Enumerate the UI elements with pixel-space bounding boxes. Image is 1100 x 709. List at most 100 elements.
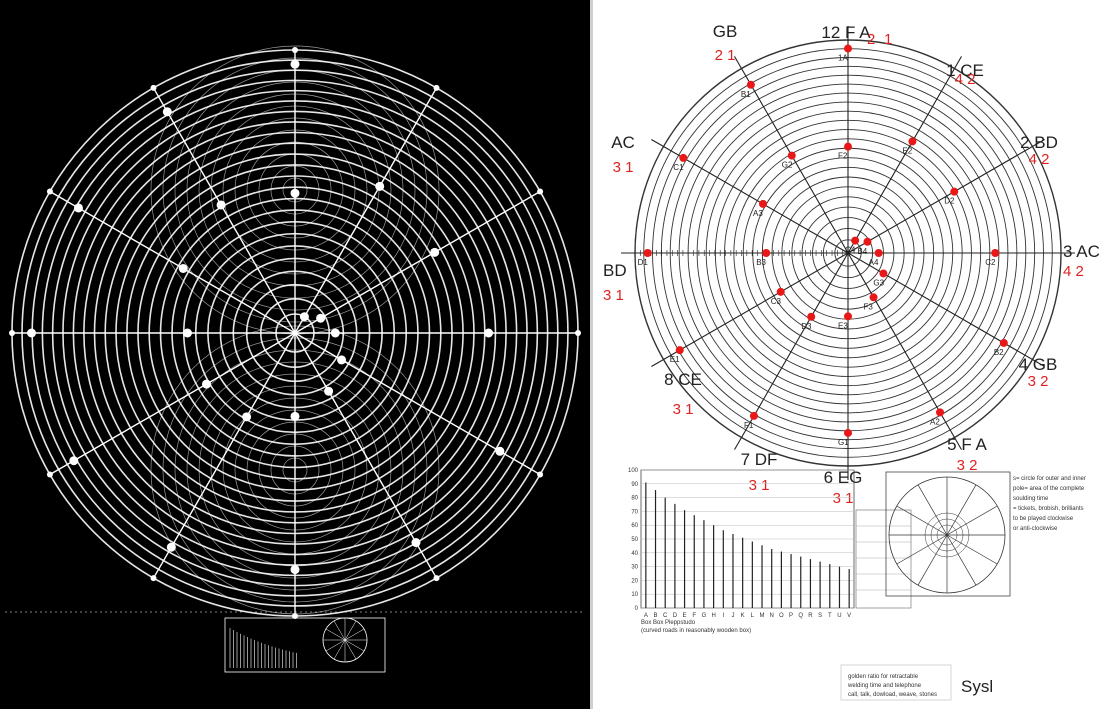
legend-note: pole= area of the complete [1013, 486, 1085, 492]
mini-circle-diagram: s= circle for outer and inner pole= area … [885, 471, 1086, 597]
legend-note: to be played clockwise [1013, 516, 1074, 522]
red-point [746, 80, 755, 89]
right-spoke [847, 252, 1045, 367]
bar-axis-letter: G [702, 613, 707, 619]
red-point [844, 142, 852, 151]
spoke-number: 4 2 [1063, 263, 1084, 280]
left-dot [27, 328, 37, 338]
spoke-label: 12 F A [821, 23, 871, 42]
bar-axis-letter: E [683, 613, 687, 619]
red-point [807, 312, 816, 321]
left-mini-spoke [344, 620, 357, 641]
red-point [643, 249, 652, 257]
red-point [879, 269, 888, 278]
red-point [869, 293, 878, 302]
right-spoke [847, 139, 1045, 254]
mini-spoke [896, 505, 948, 536]
point-label: G2 [782, 161, 793, 170]
left-mini-spoke [344, 628, 365, 641]
signature: Sysl [961, 677, 993, 696]
spoke-number: 4 2 [955, 71, 976, 88]
bar-axis-letter: I [722, 613, 724, 619]
spoke-label: 7 DF [741, 450, 778, 469]
left-bottom-panel [5, 611, 585, 673]
left-mini-spoke [333, 620, 346, 641]
bar-y-tick: 20 [631, 578, 638, 584]
bar-chart: A B C D E F G H I J K L M N O P Q R S T U V 0 10 20 30 40 50 60 70 80 9… [628, 468, 912, 634]
bottom-note-line: call, talk, dowload, weave, stones [848, 692, 937, 698]
point-label: C4 [845, 246, 856, 255]
bar-axis-letter: M [760, 613, 765, 619]
legend-note: or anti-clockwise [1013, 526, 1058, 532]
point-label: E2 [902, 146, 912, 155]
bar-axis-letter: A [644, 613, 648, 619]
mini-spoke [896, 534, 948, 565]
red-point [787, 151, 796, 160]
spoke-number: 3 1 [603, 287, 624, 304]
point-label: C1 [673, 163, 684, 172]
spoke-label: GB [713, 22, 738, 41]
red-point [936, 408, 945, 417]
mini-spoke [946, 484, 977, 536]
spoke-number: 2 1 [715, 47, 736, 64]
left-mini-chart-frame [224, 617, 386, 673]
left-spoke [49, 332, 296, 476]
red-point [950, 187, 959, 196]
left-spoke-end-dot [9, 330, 15, 336]
red-point [851, 236, 860, 245]
bar-y-tick: 60 [631, 523, 638, 529]
spoke-label: BD [603, 261, 627, 280]
left-spoke [294, 87, 438, 334]
right-spoke [847, 56, 962, 254]
right-points: 1A B1 C1 D1 E1 F1 G1 A2 B2 C2 D2 E2 F2 G2 A3 B3 C3 D3 E3 F3… [638, 44, 1008, 447]
left-dot [484, 328, 494, 338]
red-point [991, 249, 1000, 257]
bar-axis-letter: L [751, 613, 755, 619]
spoke-label: AC [611, 133, 635, 152]
right-spoke [847, 252, 962, 450]
left-dot [411, 538, 421, 548]
bottom-note-line: golden ratio for retractable [848, 674, 919, 680]
red-point [863, 237, 872, 246]
panel-divider [590, 0, 593, 709]
point-label: D1 [638, 258, 649, 267]
point-label: A2 [930, 417, 940, 426]
left-dot [375, 181, 385, 191]
left-dot [495, 446, 505, 456]
left-mini-spoke [344, 639, 365, 652]
bar-y-tick: 40 [631, 551, 638, 557]
left-spoke-end-dot [292, 47, 298, 53]
left-dot [178, 263, 188, 273]
bar-y-tick: 10 [631, 592, 638, 598]
bar-axis-letter: U [837, 613, 841, 619]
spoke-number: 3 1 [749, 477, 770, 494]
left-dot [290, 411, 300, 421]
mini-spoke [917, 484, 948, 536]
legend-note: soulding time [1013, 496, 1049, 502]
bar-caption-line2: (curved roads in reasonably wooden box) [641, 628, 751, 634]
point-label: F1 [744, 421, 754, 430]
left-dot [202, 379, 212, 389]
spoke-label: 5 F A [947, 435, 987, 454]
bar-side-grid [855, 509, 912, 609]
bar-axis-letter: H [711, 613, 715, 619]
spoke-number: 1 [884, 31, 892, 48]
spoke-label: 6 EG [824, 468, 863, 487]
left-dot [337, 355, 347, 365]
point-label: E3 [838, 321, 848, 330]
bottom-note: golden ratio for retractable welding time… [840, 664, 993, 701]
red-point [758, 199, 767, 208]
bar-axis-letter: P [789, 613, 793, 619]
left-dot [430, 247, 440, 257]
spoke-label: 3 AC [1063, 242, 1100, 261]
red-point [908, 137, 917, 146]
left-mini-spoke [344, 639, 357, 660]
point-label: F3 [864, 302, 874, 311]
bar-y-tick: 70 [631, 509, 638, 515]
left-panel-negative-image [0, 0, 590, 709]
red-point [874, 249, 883, 257]
left-spoke-end-dot [46, 188, 53, 195]
left-dot [330, 328, 340, 338]
